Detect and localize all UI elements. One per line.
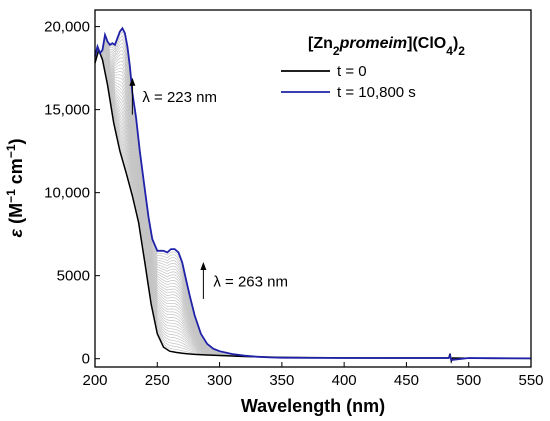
y-axis-title-part: )	[6, 138, 26, 144]
y-axis-ticks: 0 5000 10,000 15,000 20,000	[44, 19, 100, 368]
legend-title-part: [Zn	[308, 35, 333, 52]
x-tick-label: 550	[518, 372, 543, 389]
series-layer	[94, 26, 532, 365]
x-tick-label: 350	[269, 372, 294, 389]
legend-title: [Zn2promeim](ClO4)2	[308, 35, 465, 58]
series-line-t10800	[94, 26, 532, 361]
intermediate-spectrum-line	[94, 31, 295, 359]
legend-title-sub: 2	[458, 44, 465, 58]
legend: [Zn2promeim](ClO4)2 t = 0 t = 10,800 s	[281, 35, 465, 101]
annotation-label: λ = 223 nm	[142, 89, 217, 106]
y-tick-label: 0	[82, 351, 90, 368]
x-tick-label: 450	[394, 372, 419, 389]
y-axis-title-sup: −1	[4, 144, 18, 158]
annotation-label: λ = 263 nm	[213, 273, 288, 290]
annotation-arrow-head	[200, 262, 207, 271]
plot-frame	[94, 9, 532, 368]
intermediate-spectrum-line	[94, 34, 295, 359]
x-tick-label: 250	[145, 372, 170, 389]
x-tick-label: 200	[82, 372, 107, 389]
legend-title-sub: 2	[333, 44, 340, 58]
x-tick-label: 400	[332, 372, 357, 389]
intermediate-spectra	[94, 31, 295, 359]
legend-label-t0: t = 0	[337, 63, 367, 80]
x-axis-title: Wavelength (nm)	[241, 396, 385, 416]
y-axis-title-sup: −1	[4, 189, 18, 203]
y-axis-symbol: ε	[6, 229, 26, 238]
legend-title-sub: 4	[446, 44, 453, 58]
annotations: λ = 223 nm λ = 263 nm	[129, 77, 288, 299]
x-axis-ticks: 200 250 300 350 400 450 500 550	[82, 362, 544, 389]
y-tick-label: 10,000	[44, 185, 90, 202]
legend-label-t10800: t = 10,800 s	[337, 84, 416, 101]
legend-title-part: )	[453, 35, 458, 52]
y-axis-title: ε (M−1 cm−1)	[4, 138, 26, 237]
y-axis-title-part: cm	[6, 158, 26, 189]
legend-title-part: ](ClO	[407, 35, 446, 52]
y-tick-label: 20,000	[44, 19, 90, 36]
y-axis-title-part: (M	[6, 203, 26, 229]
x-tick-label: 300	[207, 372, 232, 389]
annotation-arrow-head	[129, 77, 136, 86]
y-tick-label: 5000	[57, 268, 90, 285]
intermediate-spectrum-line	[94, 38, 295, 359]
legend-title-italic: promeim	[339, 35, 408, 52]
x-tick-label: 500	[456, 372, 481, 389]
y-tick-label: 15,000	[44, 102, 90, 119]
